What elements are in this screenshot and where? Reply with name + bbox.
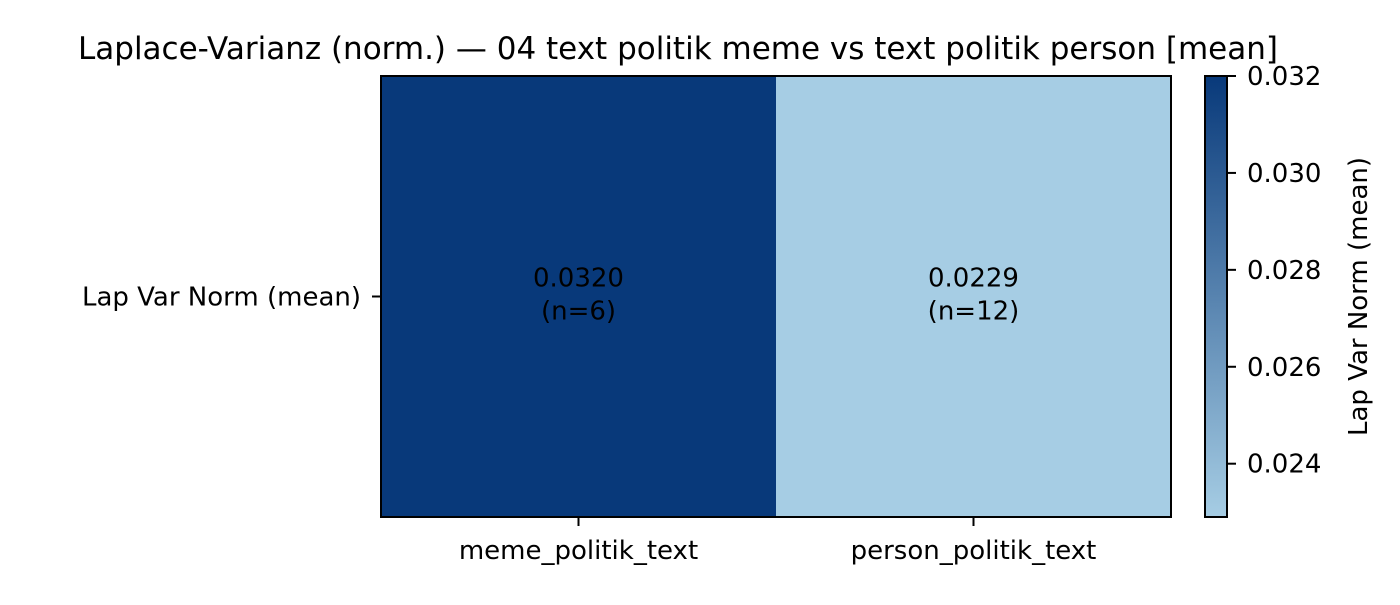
x-tick-label: person_politik_text xyxy=(851,536,1097,566)
cell-label: 0.0320 (n=6) xyxy=(533,264,624,327)
heatmap-cell xyxy=(776,76,1171,517)
cell-label: 0.0229 (n=12) xyxy=(928,264,1020,327)
chart-title: Laplace-Varianz (norm.) — 04 text politi… xyxy=(78,31,1278,67)
colorbar-tick-label: 0.024 xyxy=(1247,450,1321,480)
heatmap-cell xyxy=(381,76,776,517)
heatmap-cells: 0.0320 (n=6) 0.0229 (n=12) xyxy=(380,75,1172,518)
colorbar: 0.024 0.026 0.028 0.030 0.032 Lap Var Norm (m… xyxy=(1204,62,1374,518)
y-tick-label: Lap Var Norm (mean) xyxy=(82,283,361,313)
colorbar-tick-label: 0.030 xyxy=(1247,159,1321,189)
colorbar-tick-label: 0.026 xyxy=(1247,353,1321,383)
colorbar-label: Lap Var Norm (mean) xyxy=(1344,157,1374,436)
colorbar-gradient xyxy=(1204,75,1228,518)
colorbar-tick-label: 0.028 xyxy=(1247,256,1321,286)
x-tick-label: meme_politik_text xyxy=(459,536,698,566)
y-axis: Lap Var Norm (mean) xyxy=(82,283,381,313)
colorbar-tick-label: 0.032 xyxy=(1247,62,1321,92)
x-axis: meme_politik_text person_politik_text xyxy=(459,517,1097,566)
